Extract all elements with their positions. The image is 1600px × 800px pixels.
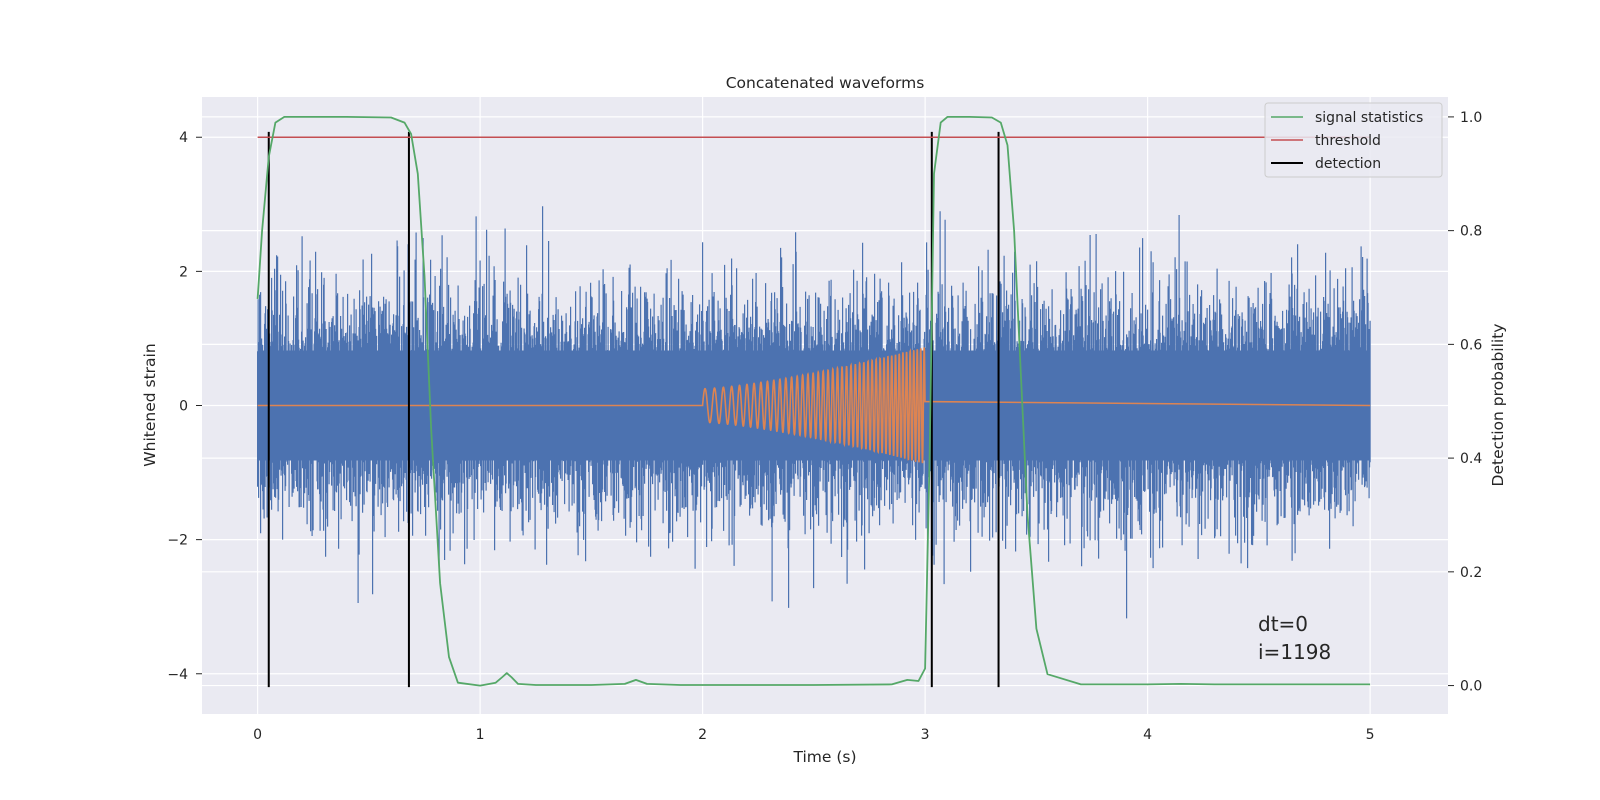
x-tick-label: 0: [253, 727, 262, 743]
legend-label-signal-statistics: signal statistics: [1315, 110, 1423, 126]
y-tick-label: 2: [179, 264, 188, 280]
x-tick-label: 4: [1143, 727, 1152, 743]
y-right-tick-label: 0.0: [1460, 679, 1482, 695]
annotation-dt: dt=0: [1258, 612, 1308, 636]
y-right-tick-label: 0.8: [1460, 224, 1482, 240]
y-axis-left: −4 −2 0 2 4: [167, 130, 202, 683]
y-tick-label: −2: [167, 533, 188, 549]
legend-label-threshold: threshold: [1315, 133, 1381, 149]
signal-statistics-line: [256, 116, 1371, 687]
y-axis-label: Whitened strain: [141, 343, 159, 466]
injection-series: [257, 347, 1371, 464]
y-axis-right: 0.0 0.2 0.4 0.6 0.8 1.0: [1448, 110, 1482, 695]
y-right-tick-label: 1.0: [1460, 110, 1482, 126]
y-tick-label: 4: [179, 130, 188, 146]
y-axis-right-label: Detection probability: [1489, 324, 1507, 487]
legend: signal statistics threshold detection: [1264, 102, 1443, 178]
x-tick-label: 5: [1366, 727, 1375, 743]
x-axis-label: Time (s): [792, 748, 856, 766]
chart-title: Concatenated waveforms: [726, 74, 925, 92]
y-right-tick-label: 0.2: [1460, 565, 1482, 581]
y-right-tick-label: 0.4: [1460, 451, 1482, 467]
x-tick-label: 2: [698, 727, 707, 743]
legend-box: [1264, 102, 1443, 178]
x-axis: 0 1 2 3 4 5: [253, 727, 1374, 743]
annotation-i: i=1198: [1258, 640, 1331, 664]
detection-lines: [267, 131, 1000, 688]
x-tick-label: 3: [921, 727, 930, 743]
y-tick-label: 0: [179, 399, 188, 415]
legend-label-detection: detection: [1315, 156, 1381, 172]
y-tick-label: −4: [167, 667, 188, 683]
x-tick-label: 1: [476, 727, 485, 743]
y-right-tick-label: 0.6: [1460, 337, 1482, 353]
